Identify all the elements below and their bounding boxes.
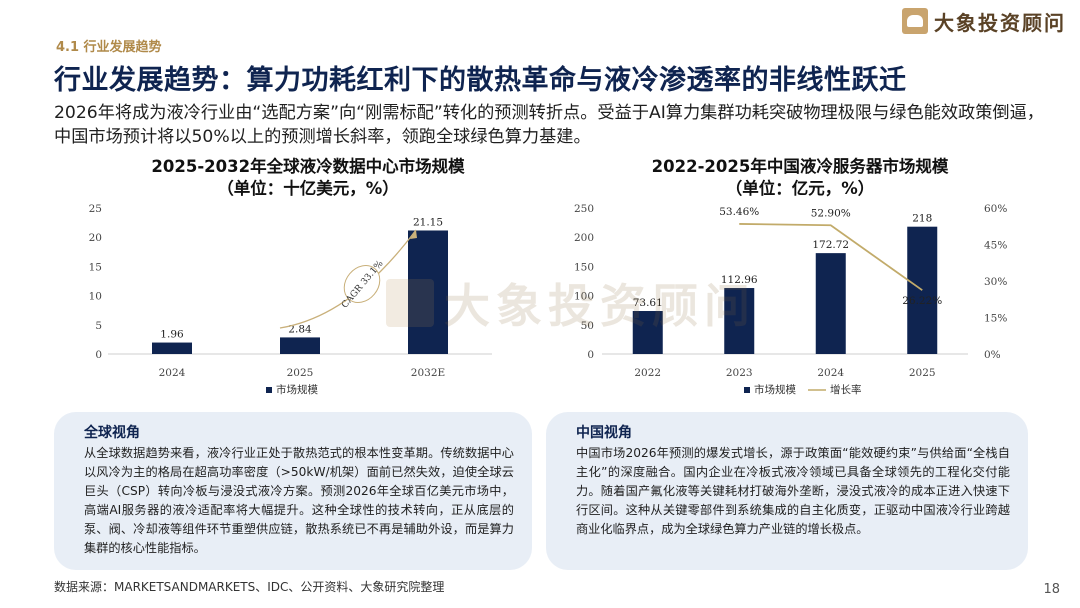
chart-right-subtitle: （单位：亿元，%）: [725, 179, 875, 198]
section-tag: 4.1 行业发展趋势: [56, 40, 162, 55]
y2-tick-label: 60%: [984, 203, 1007, 215]
chart-left-subtitle: （单位：十亿美元，%）: [217, 179, 399, 198]
bar-2023: [724, 288, 755, 354]
panel-global-body: 从全球数据趋势来看，液冷行业正处于散热范式的根本性变革期。传统数据中心以风冷为主…: [84, 446, 514, 555]
chart-right-title: 2022-2025年中国液冷服务器市场规模: [651, 157, 949, 176]
cagr-arrow-head: [410, 230, 417, 239]
bar-data-label: 218: [912, 213, 932, 225]
brand-name: 大象投资顾问: [934, 10, 1066, 35]
y-tick-label: 50: [581, 320, 594, 332]
page-title: 行业发展趋势：算力功耗红利下的散热革命与液冷渗透率的非线性跃迁: [54, 65, 907, 96]
bar-2025: [907, 226, 938, 354]
bar-data-label: 73.61: [633, 297, 663, 309]
bar-2024: [815, 253, 846, 354]
x-tick-label: 2024: [817, 367, 844, 379]
panel-global-heading: 全球视角: [84, 425, 140, 441]
y2-tick-label: 15%: [984, 313, 1007, 325]
bar-2032E: [408, 230, 448, 354]
y2-tick-label: 30%: [984, 276, 1007, 288]
growth-rate-label: 52.90%: [811, 207, 851, 219]
chart-right-title-block: 2022-2025年中国液冷服务器市场规模 （单位：亿元，%）: [610, 156, 990, 200]
y-tick-label: 0: [587, 349, 594, 361]
y2-tick-label: 0%: [984, 349, 1001, 361]
legend-bar-swatch: [266, 387, 272, 393]
legend-bar-label: 市场规模: [754, 383, 796, 396]
bar-2024: [152, 342, 192, 354]
y-tick-label: 0: [95, 349, 102, 361]
panel-china-body: 中国市场2026年预测的爆发式增长，源于政策面“能效硬约束”与供给面“全栈自主化…: [576, 446, 1010, 536]
y-tick-label: 20: [89, 232, 102, 244]
data-source: 数据来源：MARKETSANDMARKETS、IDC、公开资料、大象研究院整理: [54, 580, 445, 594]
chart-left-title-block: 2025-2032年全球液冷数据中心市场规模 （单位：十亿美元，%）: [118, 156, 498, 200]
bar-data-label: 21.15: [413, 216, 443, 228]
bar-2025: [280, 337, 320, 354]
x-tick-label: 2022: [634, 367, 661, 379]
legend-bar-swatch: [744, 387, 750, 393]
growth-rate-label: 53.46%: [719, 206, 759, 218]
legend-line-label: 增长率: [830, 383, 862, 396]
x-tick-label: 2023: [726, 367, 753, 379]
y-tick-label: 150: [574, 261, 594, 273]
y2-tick-label: 45%: [984, 240, 1007, 252]
chart-right-legend: 市场规模 增长率: [744, 383, 862, 396]
chart-right: 0 50 100 150 200 250 0% 15% 30% 45% 60% 73.61 2022…: [574, 203, 1007, 396]
bar-data-label: 2.84: [288, 323, 312, 335]
bar-2022: [632, 311, 663, 354]
y-tick-label: 15: [89, 261, 102, 273]
x-tick-label: 2025: [287, 367, 314, 379]
y-tick-label: 250: [574, 203, 594, 215]
bar-data-label: 172.72: [812, 239, 849, 251]
y-tick-label: 5: [95, 320, 102, 332]
cagr-ellipse: [343, 265, 381, 303]
x-tick-label: 2032E: [411, 367, 445, 379]
bar-data-label: 112.96: [721, 274, 758, 286]
intro-text: 2026年将成为液冷行业由“选配方案”向“刚需标配”转化的预测转折点。受益于AI…: [54, 103, 1044, 147]
page-number: 18: [1043, 582, 1060, 597]
cagr-annotation: CAGR 33.1%: [279, 229, 417, 329]
panel-global: 全球视角 从全球数据趋势来看，液冷行业正处于散热范式的根本性变革期。传统数据中心…: [54, 412, 532, 570]
elephant-logo-icon: [902, 8, 928, 34]
growth-rate-line: [739, 223, 923, 291]
brand-logo: 大象投资顾问: [902, 6, 1066, 36]
x-tick-label: 2025: [909, 367, 936, 379]
x-tick-label: 2024: [159, 367, 186, 379]
panel-china-heading: 中国视角: [576, 425, 632, 441]
y-tick-label: 200: [574, 232, 594, 244]
chart-left-legend: 市场规模: [266, 383, 318, 396]
y-tick-label: 25: [89, 203, 102, 215]
growth-rate-label: 26.22%: [902, 295, 942, 307]
chart-left-title: 2025-2032年全球液冷数据中心市场规模: [151, 157, 465, 176]
y-tick-label: 100: [574, 291, 594, 303]
panel-china: 中国视角 中国市场2026年预测的爆发式增长，源于政策面“能效硬约束”与供给面“…: [546, 412, 1028, 570]
legend-bar-label: 市场规模: [276, 383, 318, 396]
y-tick-label: 10: [89, 291, 102, 303]
bar-data-label: 1.96: [160, 329, 184, 341]
